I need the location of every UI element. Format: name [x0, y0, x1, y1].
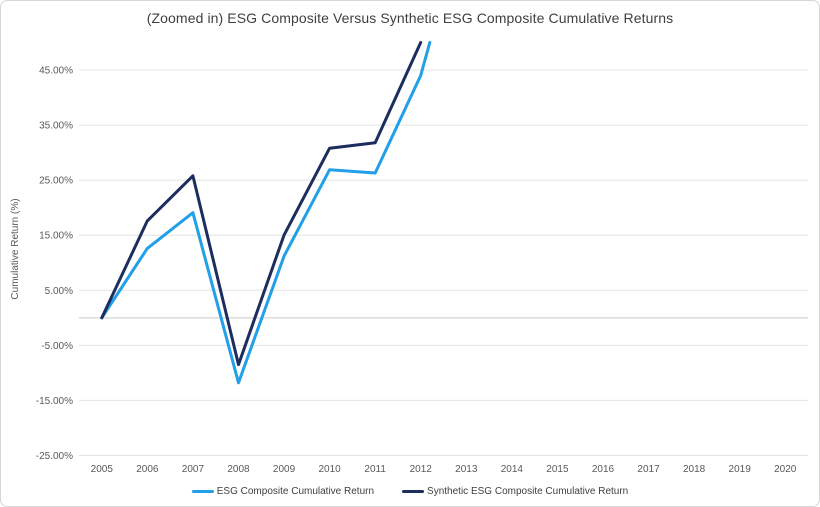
- x-tick-label: 2009: [273, 464, 296, 475]
- y-tick-label: -25.00%: [36, 451, 73, 462]
- esg-composite-line: [100, 41, 432, 385]
- x-tick-label: 2017: [637, 464, 660, 475]
- legend: ESG Composite Cumulative Return Synthetic…: [1, 486, 819, 497]
- x-tick-label: 2013: [455, 464, 478, 475]
- x-tick-label: 2014: [501, 464, 524, 475]
- y-tick-label: 15.00%: [39, 231, 73, 242]
- legend-swatch-esg-composite: [191, 490, 214, 493]
- y-tick-label: 45.00%: [39, 66, 73, 77]
- x-tick-label: 2006: [136, 464, 159, 475]
- x-tick-label: 2018: [683, 464, 706, 475]
- x-tick-label: 2008: [227, 464, 250, 475]
- x-tick-label: 2007: [182, 464, 205, 475]
- x-tick-label: 2011: [364, 464, 386, 475]
- synthetic-esg-composite-line: [100, 41, 423, 367]
- x-tick-label: 2019: [729, 464, 752, 475]
- y-tick-label: -15.00%: [36, 396, 73, 407]
- x-tick-label: 2010: [318, 464, 341, 475]
- y-tick-label: 35.00%: [39, 121, 73, 132]
- x-tick-label: 2016: [592, 464, 615, 475]
- legend-label: Synthetic ESG Composite Cumulative Retur…: [427, 486, 629, 497]
- x-tick-label: 2012: [410, 464, 433, 475]
- x-tick-label: 2020: [774, 464, 797, 475]
- chart-title: (Zoomed in) ESG Composite Versus Synthet…: [146, 10, 674, 26]
- y-tick-label: -5.00%: [41, 341, 73, 352]
- legend-swatch-synthetic-esg-composite: [402, 490, 425, 493]
- y-tick-label: 5.00%: [45, 286, 73, 297]
- y-axis-title: Cumulative Return (%): [10, 198, 21, 299]
- y-tick-label: 25.00%: [39, 176, 73, 187]
- legend-label: ESG Composite Cumulative Return: [216, 486, 375, 497]
- legend-item-esg-composite: ESG Composite Cumulative Return: [191, 486, 375, 497]
- x-tick-label: 2005: [91, 464, 114, 475]
- x-tick-label: 2015: [546, 464, 569, 475]
- legend-item-synthetic-esg-composite: Synthetic ESG Composite Cumulative Retur…: [402, 486, 628, 497]
